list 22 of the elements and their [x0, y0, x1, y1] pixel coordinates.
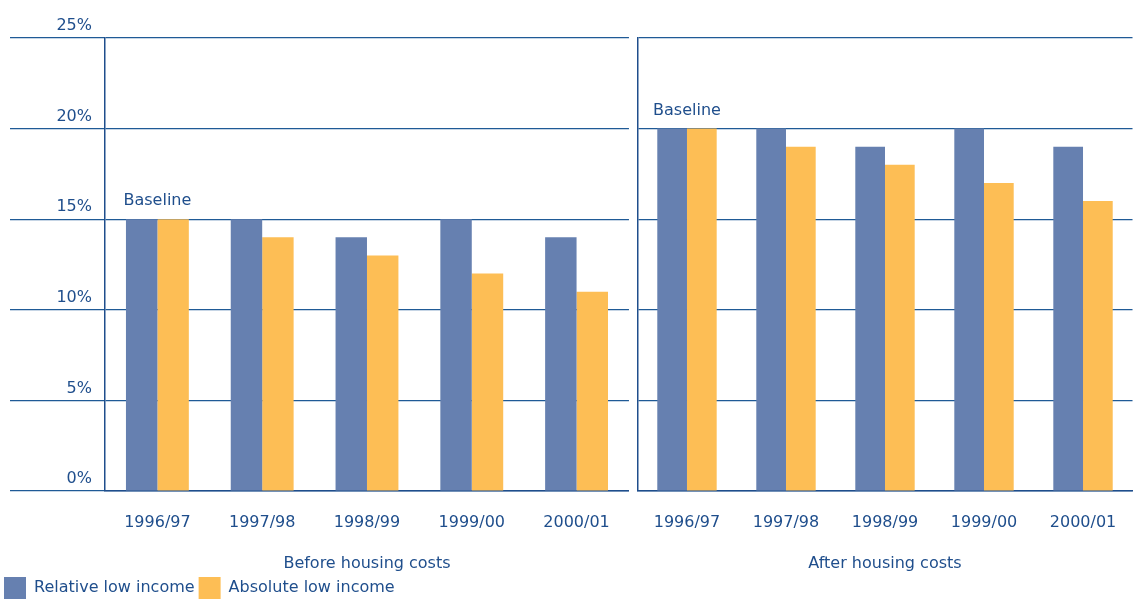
x-axis-title: After housing costs: [808, 552, 962, 572]
legend-label: Absolute low income: [228, 577, 395, 597]
x-tick-label: 1996/97: [124, 511, 191, 531]
y-tick-label: 0%: [66, 468, 92, 488]
annotation: Baseline: [653, 99, 721, 119]
x-tick-label: 1998/99: [851, 511, 919, 531]
legend-label: Relative low income: [34, 577, 195, 597]
x-tick-label: 1997/98: [752, 511, 820, 531]
x-tick-label: 1997/98: [228, 511, 296, 531]
y-tick-label: 10%: [56, 286, 92, 306]
y-tick-label: 20%: [56, 105, 92, 125]
x-tick-label: 2000/01: [543, 511, 610, 531]
y-tick-label: 5%: [66, 377, 92, 397]
y-tick-label: 25%: [56, 15, 92, 35]
annotation: Baseline: [123, 190, 192, 210]
x-axis-title: Before housing costs: [283, 552, 451, 572]
x-tick-label: 1996/97: [653, 511, 721, 531]
x-tick-label: 1999/00: [438, 511, 506, 531]
y-tick-label: 15%: [56, 196, 92, 216]
x-tick-label: 1999/00: [950, 511, 1018, 531]
x-tick-label: 2000/01: [1049, 511, 1117, 531]
x-tick-label: 1998/99: [333, 511, 401, 531]
